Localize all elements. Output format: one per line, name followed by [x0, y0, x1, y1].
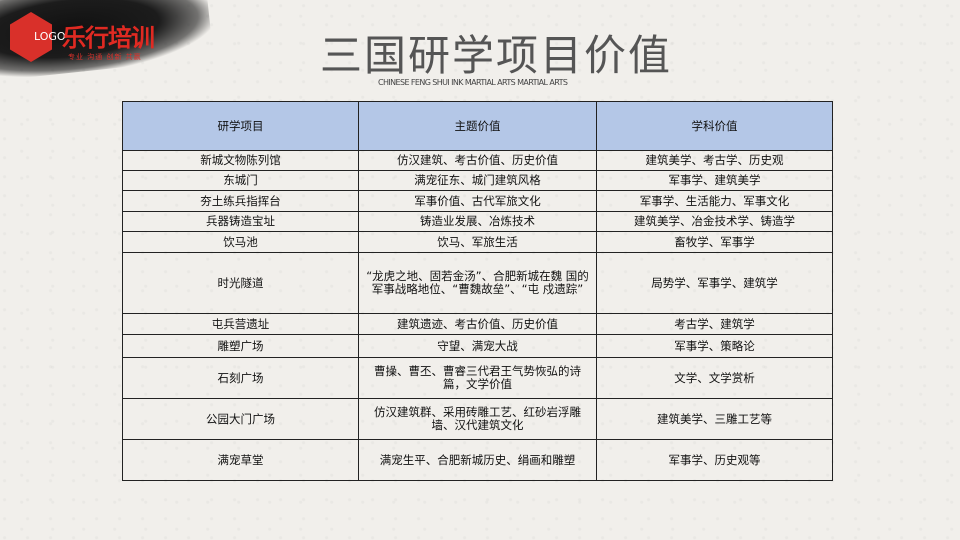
cell-project: 石刻广场 [122, 357, 359, 399]
cell-theme: 满宠生平、合肥新城历史、绢画和雕塑 [358, 439, 597, 481]
table-row: 屯兵营遗址 建筑遗迹、考古价值、历史价值 考古学、建筑学 [122, 313, 833, 335]
cell-project: 东城门 [122, 170, 359, 191]
page-subtitle: CHINESE FENG SHUI INK MARTIAL ARTS MARTI… [378, 78, 568, 87]
cell-subject: 建筑美学、三雕工艺等 [596, 398, 833, 440]
table-row: 新城文物陈列馆 仿汉建筑、考古价值、历史价值 建筑美学、考古学、历史观 [122, 150, 833, 171]
cell-theme: 铸造业发展、冶炼技术 [358, 211, 597, 232]
cell-theme: 军事价值、古代军旅文化 [358, 190, 597, 212]
table-row: 公园大门广场 仿汉建筑群、采用砖雕工艺、红砂岩浮雕墙、汉代建筑文化 建筑美学、三雕工… [122, 398, 833, 440]
brand-name: 乐行培训 [62, 24, 155, 52]
cell-theme: 守望、满宠大战 [358, 334, 597, 358]
cell-project: 公园大门广场 [122, 398, 359, 440]
cell-subject: 军事学、建筑美学 [596, 170, 833, 191]
cell-subject: 文学、文学赏析 [596, 357, 833, 399]
project-value-table: 研学项目 主题价值 学科价值 新城文物陈列馆 仿汉建筑、考古价值、历史价值 建筑美学… [122, 101, 833, 481]
cell-subject: 畜牧学、军事学 [596, 231, 833, 253]
cell-subject: 局势学、军事学、建筑学 [596, 252, 833, 314]
table-row: 雕塑广场 守望、满宠大战 军事学、策略论 [122, 334, 833, 358]
cell-subject: 军事学、生活能力、军事文化 [596, 190, 833, 212]
header-theme: 主题价值 [358, 101, 597, 151]
cell-project: 屯兵营遗址 [122, 313, 359, 335]
table-row: 饮马池 饮马、军旅生活 畜牧学、军事学 [122, 231, 833, 253]
cell-project: 时光隧道 [122, 252, 359, 314]
cell-theme: 仿汉建筑群、采用砖雕工艺、红砂岩浮雕墙、汉代建筑文化 [358, 398, 597, 440]
header-project: 研学项目 [122, 101, 359, 151]
cell-subject: 军事学、历史观等 [596, 439, 833, 481]
brand-tagline: 专业 沟通 创新 共赢 [68, 53, 142, 61]
table-row: 兵器铸造宝址 铸造业发展、冶炼技术 建筑美学、冶金技术学、铸造学 [122, 211, 833, 232]
cell-theme: “龙虎之地、固若金汤”、合肥新城在魏 国的军事战略地位、“曹魏故垒”、“屯 戍遗… [358, 252, 597, 314]
cell-project: 新城文物陈列馆 [122, 150, 359, 171]
cell-project: 满宠草堂 [122, 439, 359, 481]
cell-project: 饮马池 [122, 231, 359, 253]
table-row: 东城门 满宠征东、城门建筑风格 军事学、建筑美学 [122, 170, 833, 191]
table-row: 石刻广场 曹操、曹丕、曹睿三代君王气势恢弘的诗篇，文学价值 文学、文学赏析 [122, 357, 833, 399]
cell-theme: 建筑遗迹、考古价值、历史价值 [358, 313, 597, 335]
cell-theme: 满宠征东、城门建筑风格 [358, 170, 597, 191]
logo: LOGO 乐行培训 专业 沟通 创新 共赢 [10, 10, 160, 65]
cell-subject: 军事学、策略论 [596, 334, 833, 358]
cell-theme: 仿汉建筑、考古价值、历史价值 [358, 150, 597, 171]
cell-project: 雕塑广场 [122, 334, 359, 358]
table-row: 时光隧道 “龙虎之地、固若金汤”、合肥新城在魏 国的军事战略地位、“曹魏故垒”、“… [122, 252, 833, 314]
cell-project: 兵器铸造宝址 [122, 211, 359, 232]
table-header-row: 研学项目 主题价值 学科价值 [122, 101, 833, 151]
logo-mark: LOGO [34, 30, 66, 43]
header-subject: 学科价值 [596, 101, 833, 151]
table-row: 夯土练兵指挥台 军事价值、古代军旅文化 军事学、生活能力、军事文化 [122, 190, 833, 212]
cell-project: 夯土练兵指挥台 [122, 190, 359, 212]
cell-theme: 曹操、曹丕、曹睿三代君王气势恢弘的诗篇，文学价值 [358, 357, 597, 399]
cell-theme: 饮马、军旅生活 [358, 231, 597, 253]
page-title: 三国研学项目价值 [320, 31, 673, 80]
table-row: 满宠草堂 满宠生平、合肥新城历史、绢画和雕塑 军事学、历史观等 [122, 439, 833, 481]
cell-subject: 建筑美学、冶金技术学、铸造学 [596, 211, 833, 232]
cell-subject: 考古学、建筑学 [596, 313, 833, 335]
cell-subject: 建筑美学、考古学、历史观 [596, 150, 833, 171]
